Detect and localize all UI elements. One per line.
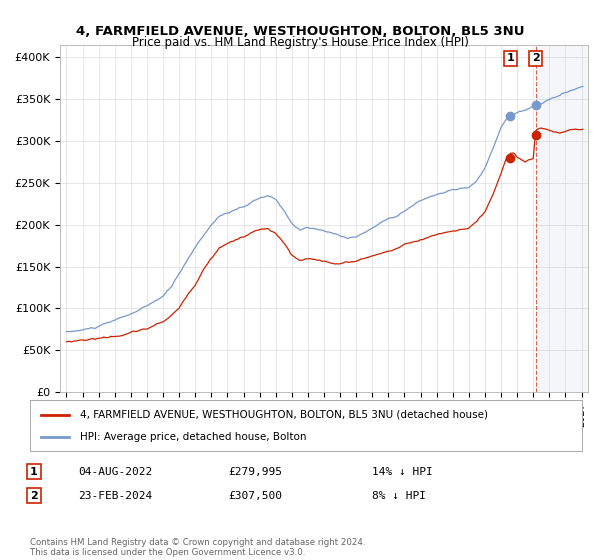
Text: Contains HM Land Registry data © Crown copyright and database right 2024.
This d: Contains HM Land Registry data © Crown c… [30,538,365,557]
Text: 2: 2 [30,491,38,501]
Text: 1: 1 [506,54,514,63]
Text: Price paid vs. HM Land Registry's House Price Index (HPI): Price paid vs. HM Land Registry's House … [131,36,469,49]
Text: 2: 2 [532,54,539,63]
Text: 14% ↓ HPI: 14% ↓ HPI [372,466,433,477]
Text: 8% ↓ HPI: 8% ↓ HPI [372,491,426,501]
Text: HPI: Average price, detached house, Bolton: HPI: Average price, detached house, Bolt… [80,432,306,442]
Text: 4, FARMFIELD AVENUE, WESTHOUGHTON, BOLTON, BL5 3NU (detached house): 4, FARMFIELD AVENUE, WESTHOUGHTON, BOLTO… [80,409,488,419]
Text: 23-FEB-2024: 23-FEB-2024 [78,491,152,501]
Text: 04-AUG-2022: 04-AUG-2022 [78,466,152,477]
Bar [536,45,590,392]
Text: 1: 1 [30,466,38,477]
Text: £279,995: £279,995 [228,466,282,477]
Text: £307,500: £307,500 [228,491,282,501]
Text: 4, FARMFIELD AVENUE, WESTHOUGHTON, BOLTON, BL5 3NU: 4, FARMFIELD AVENUE, WESTHOUGHTON, BOLTO… [76,25,524,38]
